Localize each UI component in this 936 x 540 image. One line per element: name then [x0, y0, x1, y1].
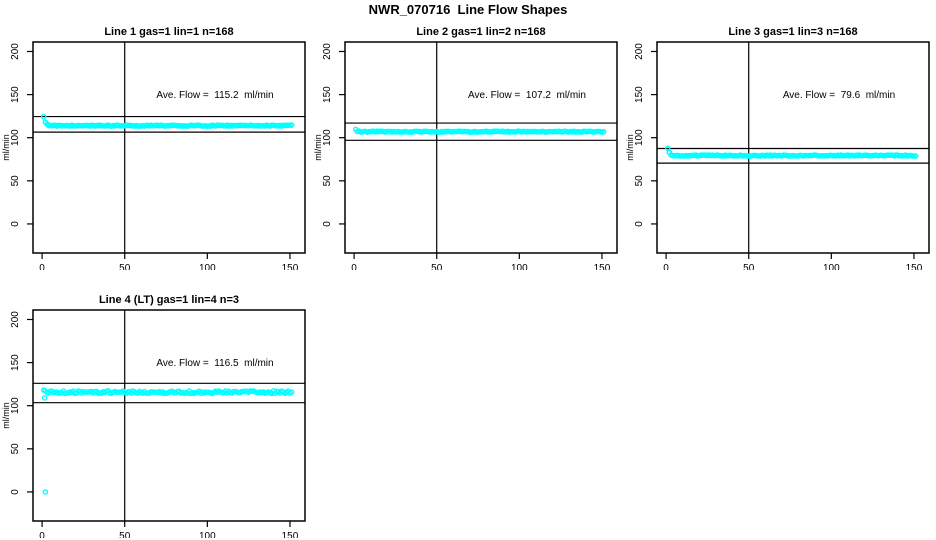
y-tick-label: 50 — [634, 175, 645, 187]
y-tick-label: 0 — [322, 221, 333, 227]
y-tick-label: 100 — [10, 397, 21, 414]
subplot-title: Line 1 gas=1 lin=1 n=168 — [104, 26, 233, 38]
figure-title: NWR_070716 Line Flow Shapes — [368, 2, 568, 17]
y-tick-label: 100 — [10, 129, 21, 146]
data-point — [288, 122, 295, 128]
plot-border — [344, 41, 618, 254]
subplot-title: Line 3 gas=1 lin=3 n=168 — [728, 26, 857, 38]
x-tick-label: 0 — [39, 531, 45, 538]
subplot-line-1: Line 1 gas=1 lin=1 n=168 ml/min Ave. Flo… — [0, 20, 312, 274]
data-points — [352, 126, 607, 135]
x-tick-label: 50 — [743, 263, 755, 270]
subplot-line-4-lt: Line 4 (LT) gas=1 lin=4 n=3 ml/min Ave. … — [0, 288, 312, 540]
y-tick-label: 200 — [10, 311, 21, 328]
y-tick-label: 100 — [322, 129, 333, 146]
data-points — [40, 113, 295, 129]
subplot-line-2: Line 2 gas=1 lin=2 n=168 ml/min Ave. Flo… — [312, 20, 624, 274]
outlier-point — [42, 489, 49, 495]
data-points — [40, 387, 295, 495]
x-tick-label: 100 — [199, 531, 216, 538]
data-point — [288, 389, 295, 395]
y-tick-label: 0 — [634, 221, 645, 227]
ave-flow-annotation: Ave. Flow = 116.5 ml/min — [156, 358, 273, 369]
x-tick-label: 50 — [119, 531, 131, 538]
x-tick-label: 50 — [431, 263, 443, 270]
plot-frame: 0 50 100 150 0 50 100 150 200 — [10, 41, 306, 274]
y-tick-label: 200 — [634, 43, 645, 60]
x-tick-label: 0 — [351, 263, 357, 270]
plot-border — [32, 41, 306, 254]
outlier-point — [41, 395, 48, 401]
plot-frame: 0 50 100 150 0 50 100 150 200 — [634, 41, 930, 274]
plot-frame: 0 50 100 150 0 50 100 150 200 — [322, 41, 618, 274]
y-tick-label: 0 — [10, 221, 21, 227]
y-axis-label: ml/min — [1, 402, 11, 429]
y-tick-label: 150 — [10, 354, 21, 371]
y-axis-label: ml/min — [313, 134, 323, 161]
y-tick-label: 150 — [10, 86, 21, 103]
plot-border — [32, 309, 306, 522]
y-tick-label: 0 — [10, 489, 21, 495]
x-tick-label: 100 — [823, 263, 840, 270]
plot-canvas-4: Line 4 (LT) gas=1 lin=4 n=3 ml/min Ave. … — [1, 294, 306, 540]
y-tick-label: 150 — [322, 86, 333, 103]
x-tick-label: 0 — [663, 263, 669, 270]
data-points — [664, 145, 919, 159]
plot-canvas-3: Line 3 gas=1 lin=3 n=168 ml/min Ave. Flo… — [625, 26, 930, 274]
data-point — [600, 128, 607, 135]
data-point — [40, 113, 47, 120]
y-tick-label: 100 — [634, 129, 645, 146]
y-tick-label: 200 — [322, 43, 333, 60]
plot-frame: 0 50 100 150 0 50 100 150 200 — [10, 309, 306, 540]
y-tick-label: 50 — [10, 175, 21, 187]
y-tick-label: 50 — [10, 443, 21, 455]
x-tick-label: 100 — [199, 263, 216, 270]
subplot-line-3: Line 3 gas=1 lin=3 n=168 ml/min Ave. Flo… — [624, 20, 936, 274]
y-axis-label: ml/min — [625, 134, 635, 161]
plot-canvas-2: Line 2 gas=1 lin=2 n=168 ml/min Ave. Flo… — [313, 26, 618, 274]
y-tick-label: 150 — [634, 86, 645, 103]
ave-flow-annotation: Ave. Flow = 107.2 ml/min — [468, 90, 586, 101]
plot-border — [656, 41, 930, 254]
ave-flow-annotation: Ave. Flow = 79.6 ml/min — [783, 90, 895, 101]
plot-canvas-1: Line 1 gas=1 lin=1 n=168 ml/min Ave. Flo… — [1, 26, 306, 274]
subplot-title: Line 4 (LT) gas=1 lin=4 n=3 — [99, 294, 239, 306]
data-point — [912, 153, 919, 159]
x-tick-label: 150 — [594, 263, 611, 270]
x-tick-label: 150 — [906, 263, 923, 270]
y-tick-label: 200 — [10, 43, 21, 60]
y-axis-label: ml/min — [1, 134, 11, 161]
x-tick-label: 100 — [511, 263, 528, 270]
x-tick-label: 0 — [39, 263, 45, 270]
y-tick-label: 50 — [322, 175, 333, 187]
ave-flow-annotation: Ave. Flow = 115.2 ml/min — [156, 90, 273, 101]
x-tick-label: 50 — [119, 263, 131, 270]
x-tick-label: 150 — [282, 263, 299, 270]
x-tick-label: 150 — [282, 531, 299, 538]
subplot-title: Line 2 gas=1 lin=2 n=168 — [416, 26, 545, 38]
